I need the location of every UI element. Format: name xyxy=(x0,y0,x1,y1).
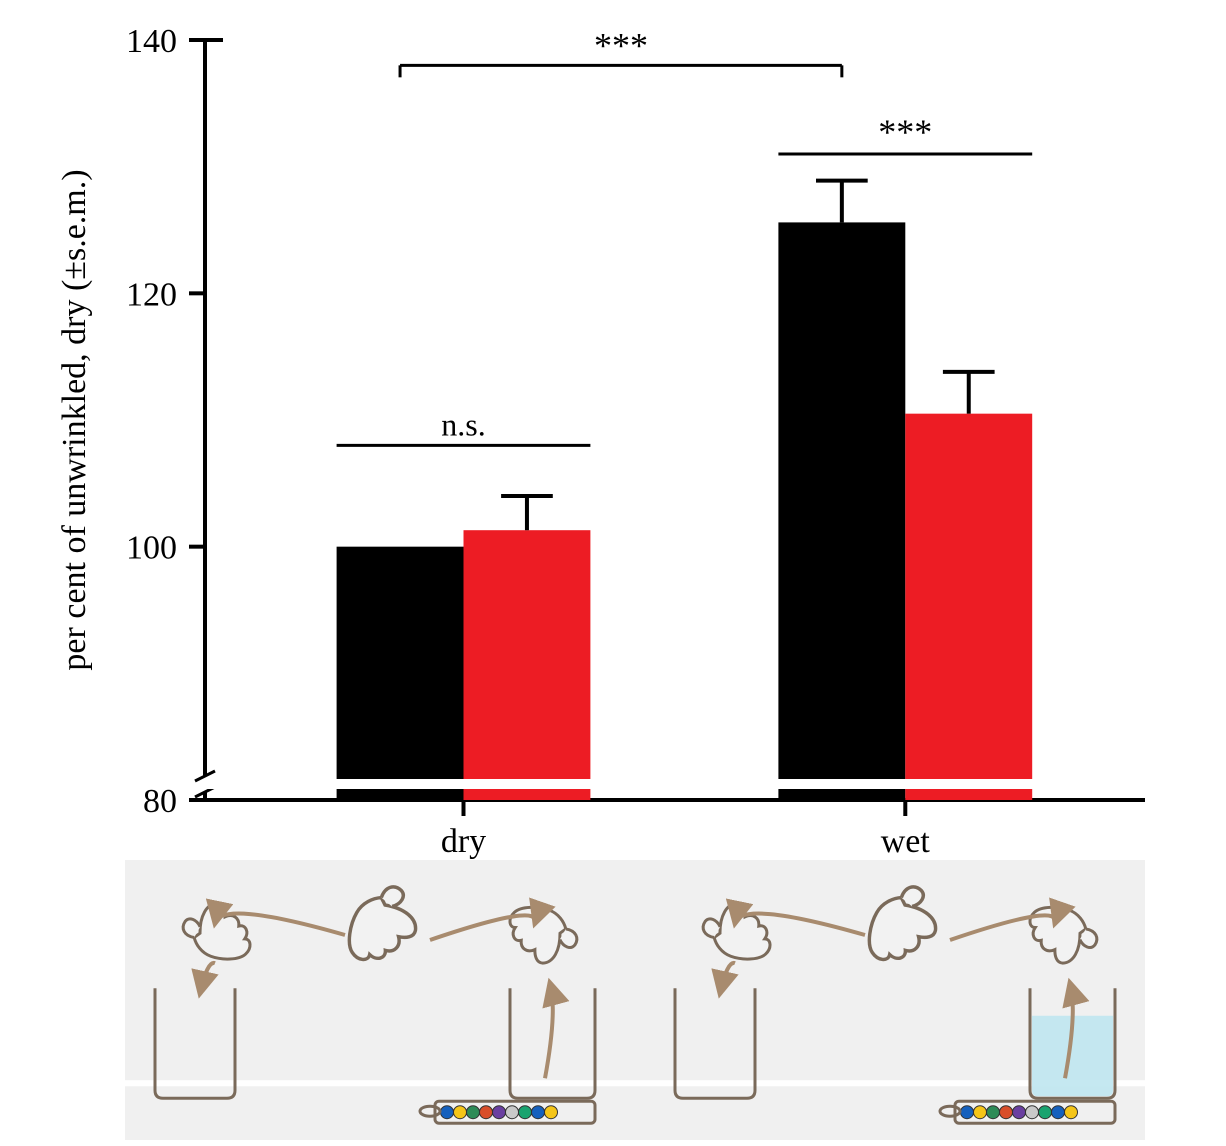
bar-dry-1 xyxy=(464,530,591,800)
bar-dry-0 xyxy=(337,547,464,800)
diagram-bg xyxy=(125,860,1145,1140)
y-tick-label: 140 xyxy=(126,23,177,60)
sig-label: *** xyxy=(878,112,932,152)
figure-svg: 80 100 120 140 per cent of unwrinkled, dry (… xyxy=(0,0,1226,1146)
y-tick-label: 100 xyxy=(126,530,177,567)
sig-label: *** xyxy=(594,25,648,65)
y-tick-label: 120 xyxy=(126,276,177,313)
axis-break-stripe xyxy=(207,779,1147,789)
x-tick-label: dry xyxy=(441,823,486,860)
bar-wet-0 xyxy=(778,222,905,800)
bar-wet-1 xyxy=(905,414,1032,800)
y-tick-label: 80 xyxy=(143,783,177,820)
figure-root: 80 100 120 140 per cent of unwrinkled, dry (… xyxy=(0,0,1226,1146)
y-axis-label: per cent of unwrinkled, dry (±s.e.m.) xyxy=(56,169,93,670)
x-tick-label: wet xyxy=(881,823,931,860)
sig-label: n.s. xyxy=(441,406,485,442)
